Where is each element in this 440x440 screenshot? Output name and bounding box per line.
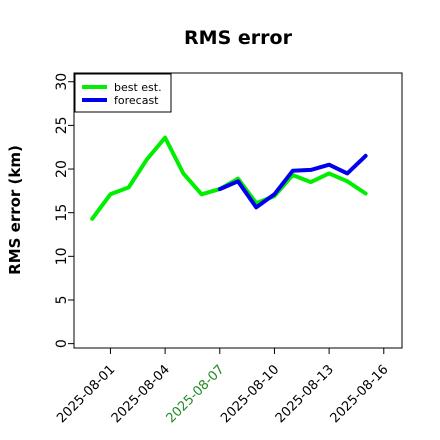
plot-frame	[73, 72, 403, 349]
y-axis-label: RMS error (km)	[6, 145, 24, 275]
series-line-best-est	[90, 135, 368, 221]
y-tick-label: 0	[54, 339, 70, 348]
y-tick-label: 30	[54, 73, 70, 91]
legend-label-forecast: forecast	[114, 94, 159, 107]
legend-label-best-est: best est.	[114, 81, 162, 94]
legend-box	[74, 73, 172, 113]
series-line-forecast	[217, 153, 368, 210]
axes-group: 0510152025302025-08-012025-08-042025-08-…	[54, 73, 392, 426]
x-tick-label: 2025-08-16	[328, 362, 392, 426]
y-tick-label: 15	[54, 204, 70, 222]
y-tick-label: 25	[54, 116, 70, 134]
chart-title: RMS error	[184, 27, 293, 49]
y-tick-label: 10	[54, 247, 70, 265]
y-tick-label: 5	[54, 296, 70, 305]
y-tick-label: 20	[54, 160, 70, 178]
series-layer	[90, 135, 368, 221]
legend: best est.forecast	[74, 73, 172, 113]
